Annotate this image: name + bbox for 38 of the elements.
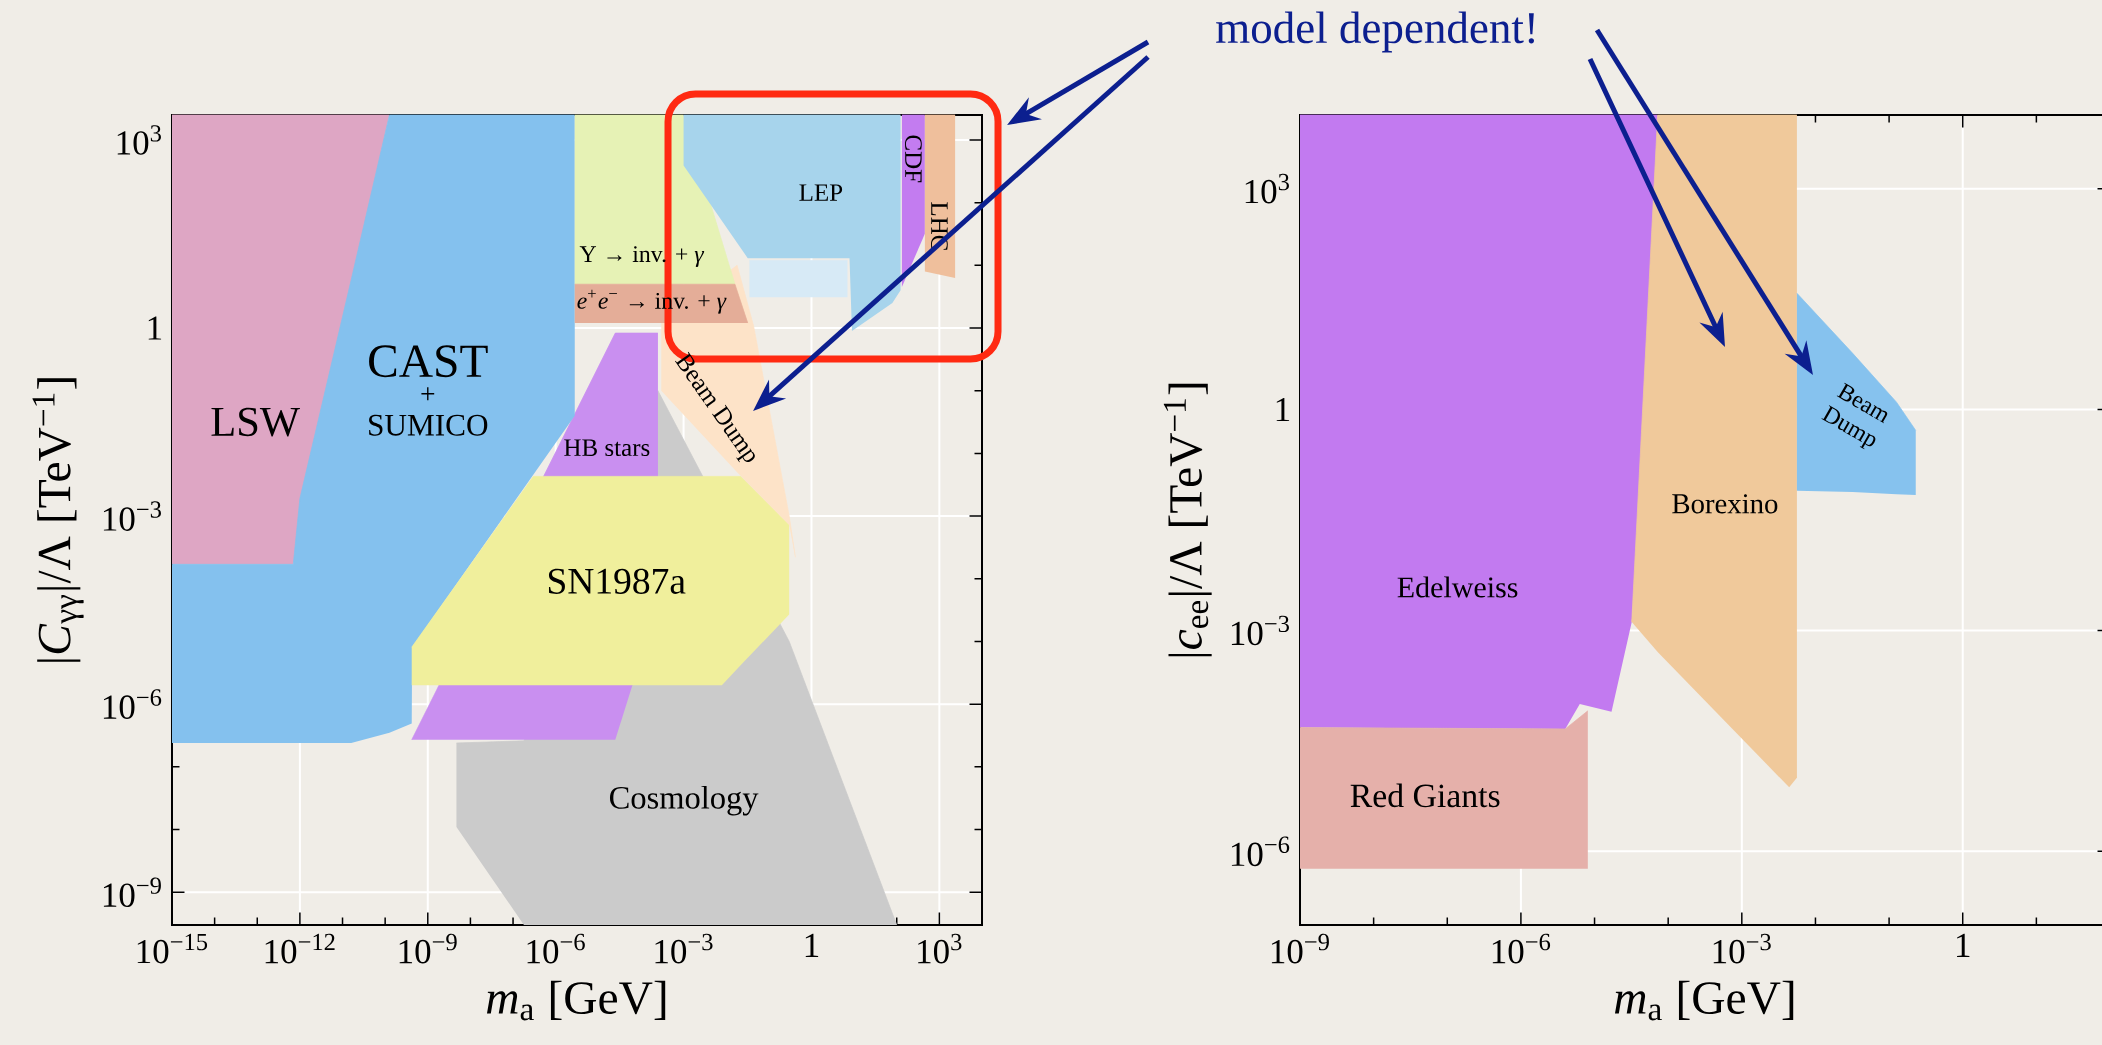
annotation: SUMICO xyxy=(369,414,488,436)
annotation: Edelweiss xyxy=(1397,576,1518,598)
annotation: CDF xyxy=(904,135,922,183)
x-tick-label: 1 xyxy=(1957,933,1970,957)
x-tick-label: 10$^{−6}$ xyxy=(1492,933,1551,964)
y-tick-label: 10$^{−3}$ xyxy=(103,501,161,531)
y-tick-label: 10$^{3}$ xyxy=(117,125,161,155)
x-tick-label: 10$^{−9}$ xyxy=(399,933,457,964)
y-tick-label: 1 xyxy=(1276,397,1290,422)
annotation: Red Giants xyxy=(1350,783,1500,808)
x-tick-label: 10$^{−12}$ xyxy=(265,933,335,964)
annotation: HB stars xyxy=(564,439,650,457)
x-tick-label: 10$^{−6}$ xyxy=(527,933,585,964)
x-tick-label: 10$^{−15}$ xyxy=(137,933,208,964)
y-tick-label: 10$^{−6}$ xyxy=(1231,836,1290,867)
annotation: Borexino xyxy=(1672,494,1778,514)
y-tick-label: 10$^{−6}$ xyxy=(103,689,162,719)
annotation: + xyxy=(421,387,435,401)
x-tick-label: 1 xyxy=(805,933,819,957)
y-tick-label: 1 xyxy=(148,316,162,340)
x-axis-title: m$_{a}$ [GeV] xyxy=(1614,980,1794,1021)
annotation: Cosmology xyxy=(609,785,759,816)
annotation: LSW xyxy=(211,407,300,437)
y-tick-label: 10$^{−3}$ xyxy=(1231,615,1289,646)
y-tick-label: 10$^{3}$ xyxy=(1245,173,1289,204)
y-axis-title: |C$_{γγ}$|/Λ [TeV$^{−1}$] xyxy=(32,378,84,662)
x-tick-label: 10$^{3}$ xyxy=(918,933,962,964)
text: model dependent! xyxy=(1216,11,1535,53)
y-axis-title: |c$_{ee}$|/Λ [TeV$^{−1}$] xyxy=(1163,383,1212,657)
annotation: LEP xyxy=(799,184,843,201)
x-tick-label: 10$^{−9}$ xyxy=(1271,933,1329,964)
annotation: CAST xyxy=(369,345,488,378)
x-tick-label: 10$^{−3}$ xyxy=(1713,933,1771,964)
x-tick-label: 10$^{−3}$ xyxy=(655,933,713,964)
annotation: LHC xyxy=(930,202,948,251)
annotation: SN1987a xyxy=(548,568,686,594)
y-tick-label: 10$^{−9}$ xyxy=(103,877,161,908)
x-axis-title: m$_{a}$ [GeV] xyxy=(486,980,666,1021)
